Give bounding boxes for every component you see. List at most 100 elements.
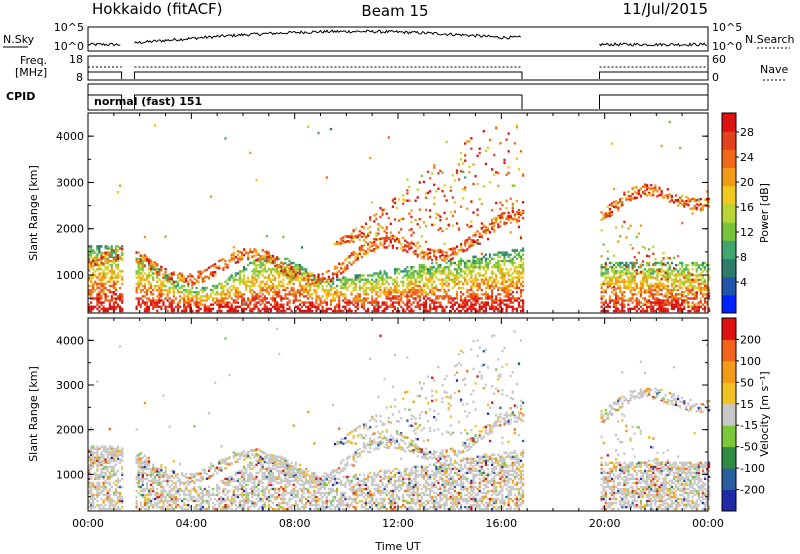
heatmap-cell — [263, 299, 266, 302]
heatmap-cell — [623, 309, 626, 313]
heatmap-cell — [635, 293, 638, 296]
heatmap-cell — [141, 288, 144, 292]
heatmap-cell — [309, 301, 312, 304]
heatmap-cell — [666, 268, 669, 271]
heatmap-cell — [699, 292, 702, 295]
heatmap-cell — [437, 248, 440, 252]
heatmap-cell — [319, 297, 322, 300]
heatmap-cell — [189, 301, 192, 304]
heatmap-cell — [92, 464, 95, 467]
heatmap-cell — [439, 305, 442, 308]
heatmap-cell — [267, 278, 270, 281]
heatmap-cell — [439, 169, 442, 173]
heatmap-cell — [621, 299, 624, 302]
heatmap-cell — [420, 291, 423, 294]
heatmap-cell — [685, 195, 688, 199]
heatmap-cell — [141, 263, 144, 266]
heatmap-cell — [358, 280, 361, 283]
heatmap-cell — [100, 301, 103, 304]
heatmap-cell — [617, 307, 620, 311]
heatmap-cell — [342, 305, 345, 308]
heatmap-cell — [600, 263, 603, 267]
heatmap-cell — [662, 276, 665, 279]
heatmap-cell — [672, 299, 676, 302]
heatmap-cell — [658, 301, 661, 304]
heatmap-cell — [441, 305, 444, 308]
heatmap-cell — [460, 297, 463, 300]
heatmap-cell — [162, 282, 165, 286]
heatmap-cell — [90, 457, 93, 460]
heatmap-cell — [350, 293, 353, 296]
heatmap-cell — [311, 301, 314, 304]
heatmap-cell — [404, 239, 407, 242]
heatmap-cell — [197, 309, 200, 313]
heatmap-cell — [292, 299, 295, 302]
heatmap-cell — [307, 307, 310, 311]
heatmap-cell — [511, 301, 514, 304]
heatmap-cell — [168, 280, 171, 283]
heatmap-cell — [683, 307, 686, 311]
freq-unit-label: [MHz] — [15, 66, 47, 79]
heatmap-cell — [486, 295, 490, 298]
heatmap-cell — [96, 483, 99, 487]
heatmap-cell — [309, 272, 312, 276]
heatmap-cell — [193, 295, 196, 298]
heatmap-cell — [637, 301, 640, 304]
heatmap-cell — [298, 276, 301, 279]
heatmap-cell — [367, 280, 370, 283]
heatmap-cell — [88, 245, 91, 248]
heatmap-cell — [701, 204, 704, 207]
heatmap-cell — [282, 288, 285, 292]
heatmap-cell — [168, 305, 171, 308]
heatmap-cell — [373, 305, 376, 308]
heatmap-cell — [687, 293, 690, 296]
heatmap-cell — [100, 455, 103, 458]
heatmap-cell — [460, 263, 463, 267]
heatmap-cell — [152, 297, 155, 300]
heatmap-cell — [319, 299, 322, 302]
cpid-label: CPID — [6, 90, 35, 103]
heatmap-cell — [491, 303, 494, 306]
heatmap-cell — [497, 293, 500, 296]
heatmap-cell — [379, 270, 382, 273]
heatmap-cell — [424, 307, 428, 311]
heatmap-cell — [288, 275, 291, 278]
heatmap-cell — [154, 299, 157, 302]
heatmap-cell — [379, 215, 382, 219]
heatmap-cell — [503, 259, 506, 263]
heatmap-cell — [379, 288, 382, 292]
heatmap-cell — [292, 293, 295, 296]
heatmap-cell — [116, 191, 120, 194]
heatmap-cell — [261, 263, 264, 267]
heatmap-cell — [362, 252, 366, 255]
heatmap-cell — [495, 299, 498, 302]
heatmap-cell — [135, 259, 138, 262]
heatmap-cell — [261, 270, 264, 273]
heatmap-cell — [462, 305, 465, 308]
heatmap-cell — [100, 278, 103, 281]
heatmap-cell — [412, 291, 415, 294]
heatmap-cell — [187, 284, 190, 288]
heatmap-cell — [666, 303, 669, 306]
heatmap-cell — [484, 297, 487, 300]
heatmap-cell — [395, 301, 399, 304]
heatmap-cell — [288, 278, 291, 281]
heatmap-cell — [110, 305, 113, 308]
heatmap-cell — [408, 270, 411, 273]
heatmap-cell — [238, 282, 242, 286]
heatmap-cell — [369, 225, 372, 228]
heatmap-cell — [478, 198, 481, 201]
heatmap-cell — [106, 495, 109, 499]
heatmap-cell — [453, 274, 456, 277]
heatmap-cell — [470, 286, 473, 290]
heatmap-cell — [406, 301, 409, 304]
heatmap-cell — [369, 218, 372, 222]
heatmap-cell — [708, 205, 711, 208]
heatmap-cell — [243, 309, 246, 313]
heatmap-cell — [619, 288, 622, 292]
heatmap-cell — [96, 453, 99, 456]
heatmap-cell — [472, 291, 475, 294]
heatmap-cell — [679, 261, 682, 265]
heatmap-cell — [94, 280, 97, 283]
